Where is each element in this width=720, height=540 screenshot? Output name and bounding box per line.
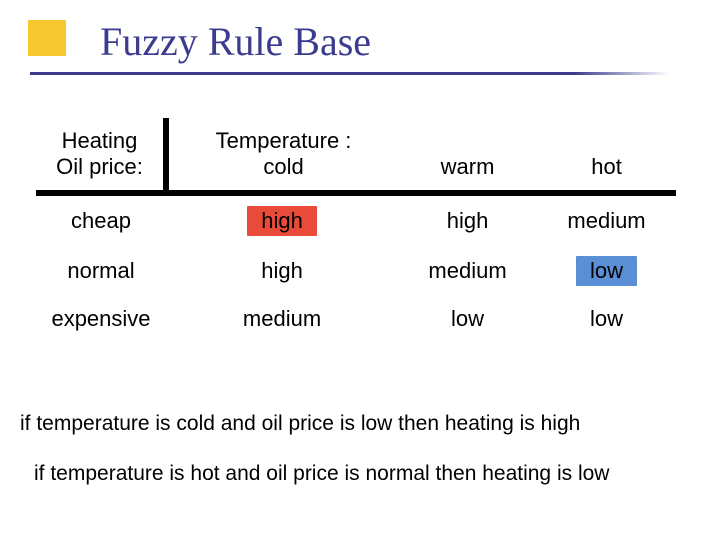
row-label-normal: normal [36,246,166,296]
cell-r1c0: high [166,246,398,296]
title-underline [30,72,670,75]
row-label-expensive: expensive [36,296,166,342]
cell-r2c0: medium [166,296,398,342]
row-var-line1: Heating [42,128,157,154]
col-header-hot: hot [537,118,676,193]
cell-r2c1: low [398,296,537,342]
table-row: cheap high high medium [36,193,676,246]
slide-title: Fuzzy Rule Base [100,18,720,65]
col-label-1: warm [404,154,531,180]
cell-r1c2: low [537,246,676,296]
table-header-row: Heating Oil price: Temperature : cold wa… [36,118,676,193]
col-var-label: Temperature : [175,128,392,154]
rule-1: if temperature is cold and oil price is … [20,412,710,436]
col-label-2: hot [543,154,670,180]
row-var-line2: Oil price: [42,154,157,180]
col-header-cold: Temperature : cold [166,118,398,193]
col-header-warm: warm [398,118,537,193]
cell-r0c0: high [166,193,398,246]
cell-r0c1: high [398,193,537,246]
cell-r2c2: low [537,296,676,342]
row-label-cheap: cheap [36,193,166,246]
title-accent-square [28,20,66,56]
cell-r1c1: medium [398,246,537,296]
row-variable-header: Heating Oil price: [36,118,166,193]
rule-2: if temperature is hot and oil price is n… [34,462,710,486]
col-label-0: cold [175,154,392,180]
rule-sentences: if temperature is cold and oil price is … [20,412,710,512]
table-row: normal high medium low [36,246,676,296]
rule-table: Heating Oil price: Temperature : cold wa… [36,118,676,342]
title-area: Fuzzy Rule Base [0,0,720,90]
cell-r0c2: medium [537,193,676,246]
table-row: expensive medium low low [36,296,676,342]
